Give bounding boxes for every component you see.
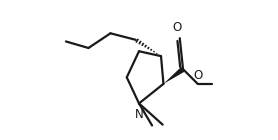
Polygon shape (163, 67, 185, 84)
Text: O: O (193, 69, 202, 82)
Text: N: N (135, 108, 143, 121)
Text: O: O (173, 21, 182, 34)
